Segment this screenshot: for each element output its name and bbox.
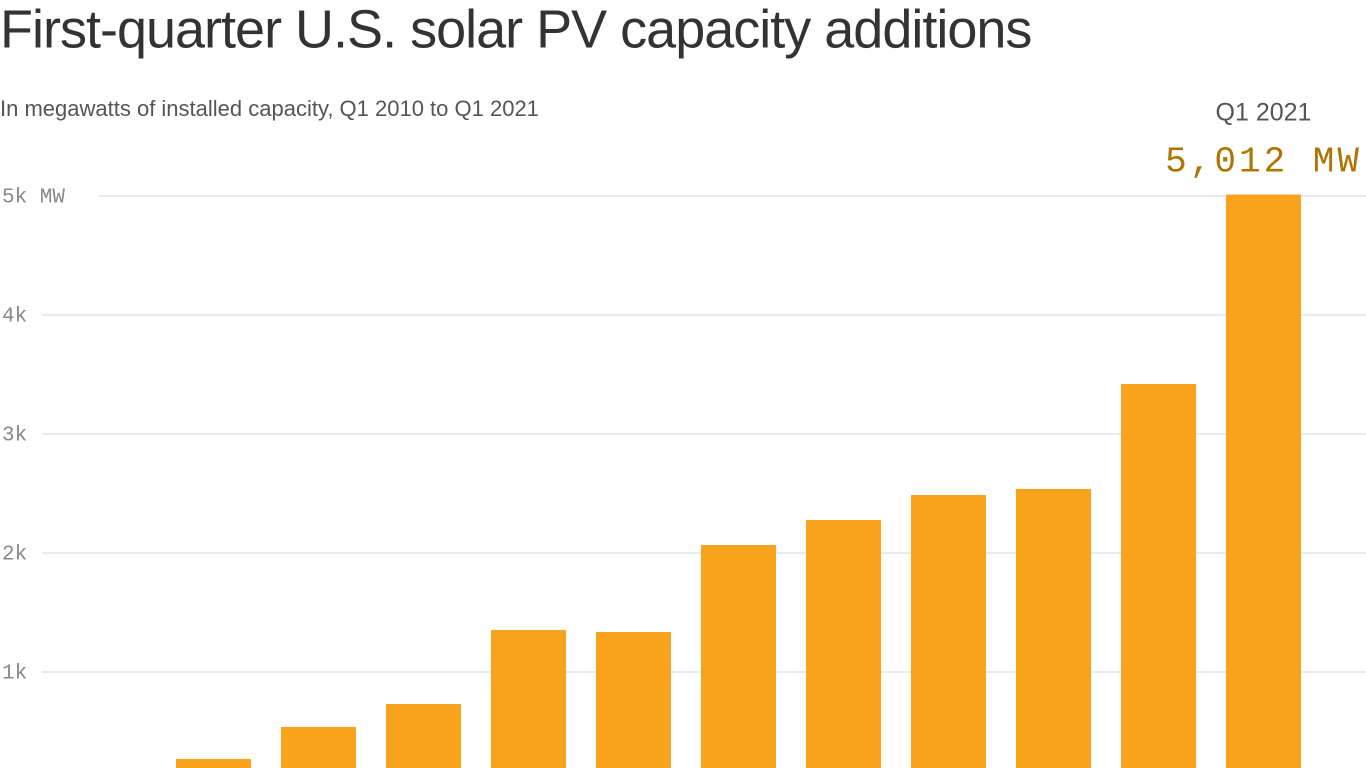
- y-tick-label: 5k MW: [2, 187, 65, 210]
- y-tick-label: 2k: [2, 544, 27, 567]
- bar: [386, 704, 461, 768]
- bar: [281, 726, 356, 768]
- bar: [1016, 488, 1091, 768]
- y-tick-label: 1k: [2, 663, 27, 686]
- bar: [701, 545, 776, 768]
- bar: [1226, 194, 1301, 768]
- value-label: 5,012 MW: [1165, 142, 1362, 183]
- y-tick-label: 4k: [2, 306, 27, 329]
- bar: [911, 495, 986, 768]
- bar: [806, 520, 881, 768]
- bar: [1121, 384, 1196, 768]
- chart-title: First-quarter U.S. solar PV capacity add…: [0, 0, 1031, 59]
- bar: [596, 632, 671, 768]
- category-label: Q1 2021: [1216, 99, 1312, 127]
- chart-subtitle: In megawatts of installed capacity, Q1 2…: [0, 96, 539, 121]
- y-tick-label: 3k: [2, 425, 27, 448]
- bar: [176, 758, 251, 768]
- bar: [491, 629, 566, 768]
